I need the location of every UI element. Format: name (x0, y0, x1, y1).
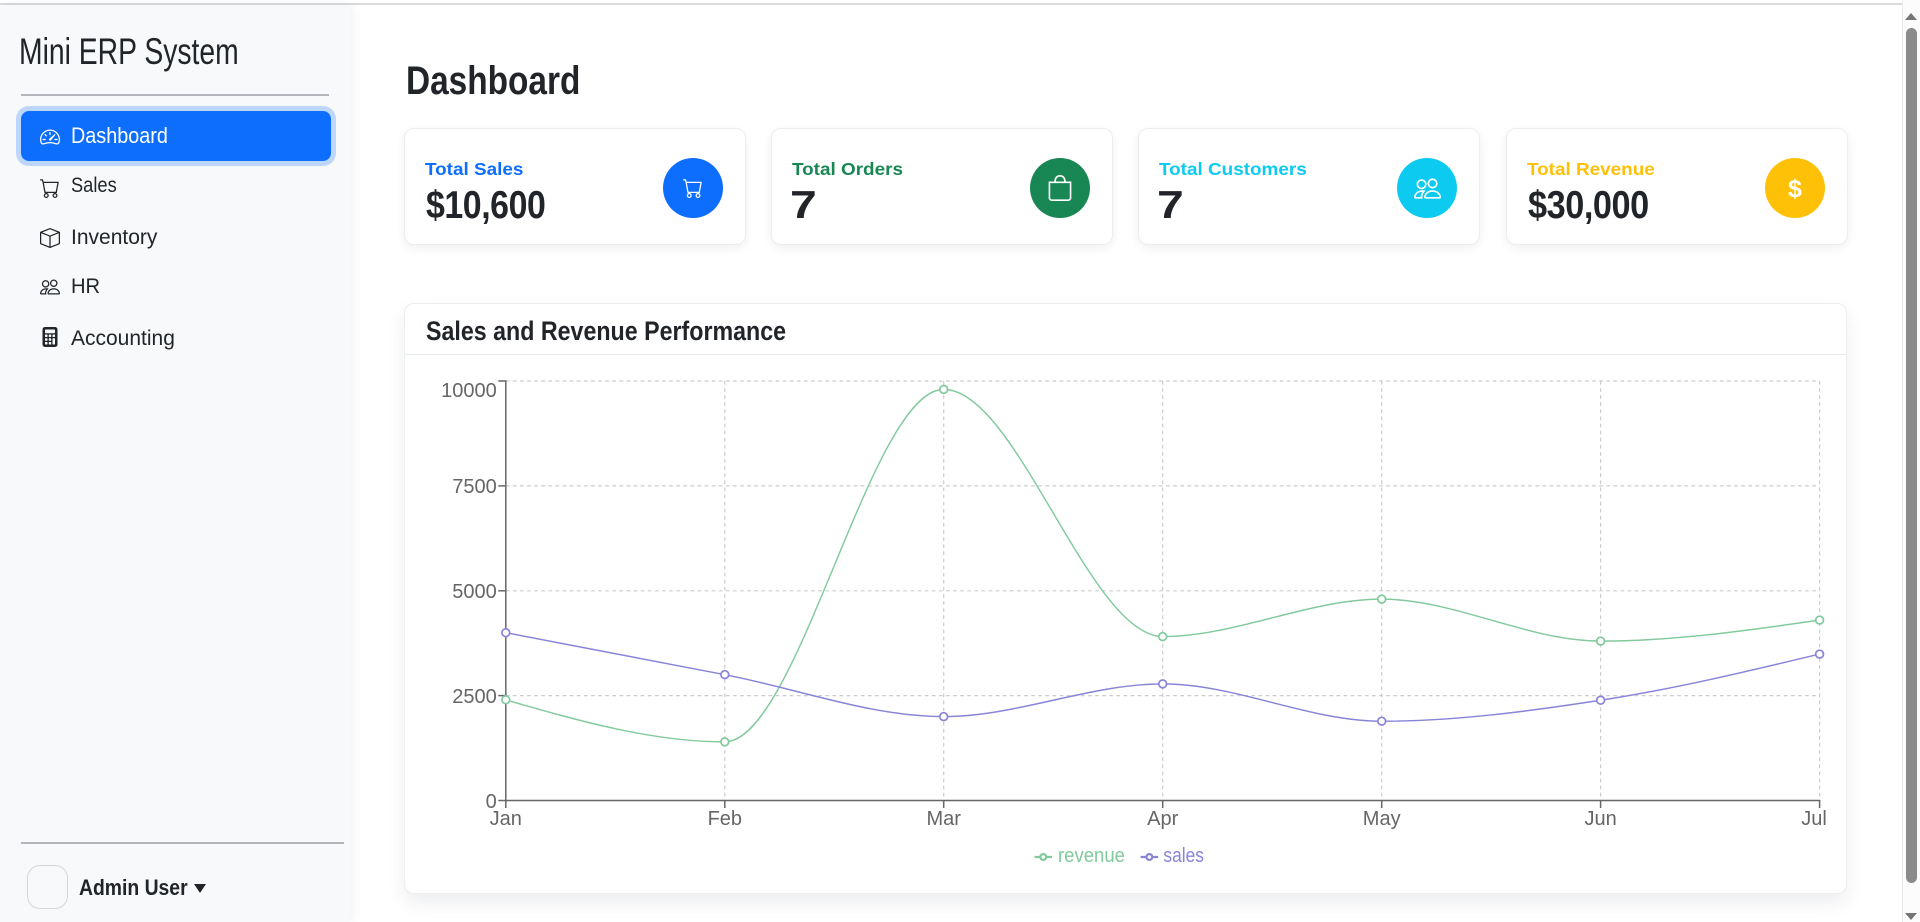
svg-text:Apr: Apr (1147, 808, 1178, 830)
svg-text:0: 0 (486, 791, 497, 813)
svg-text:Mar: Mar (926, 808, 961, 830)
svg-text:7500: 7500 (452, 476, 497, 498)
svg-text:2500: 2500 (452, 686, 497, 708)
svg-text:10000: 10000 (441, 380, 497, 402)
svg-text:Jul: Jul (1801, 808, 1827, 830)
svg-text:Jan: Jan (490, 808, 522, 830)
svg-text:May: May (1363, 808, 1401, 830)
svg-text:Jun: Jun (1584, 808, 1616, 830)
svg-text:sales: sales (1163, 844, 1204, 867)
svg-text:5000: 5000 (452, 581, 497, 603)
svg-text:Feb: Feb (708, 808, 742, 830)
svg-text:revenue: revenue (1058, 844, 1125, 867)
